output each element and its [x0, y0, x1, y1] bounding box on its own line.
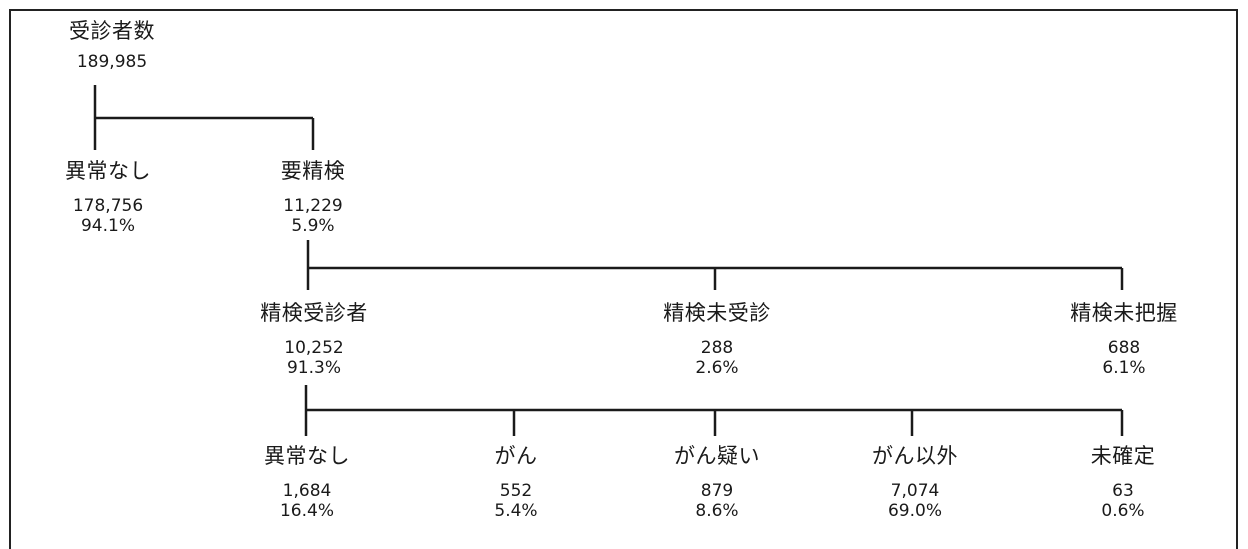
- node-normal: 異常なし 178,756 94.1%: [0, 158, 218, 236]
- node-root-count: 189,985: [76, 52, 148, 72]
- node-needs-followup-pct: 5.9%: [291, 216, 335, 236]
- node-followup-examined-label: 精検受診者: [260, 301, 368, 325]
- diagram-frame: [9, 9, 1238, 549]
- node-result-undetermined-pct: 0.6%: [1101, 501, 1145, 521]
- node-result-cancer: がん 552 5.4%: [406, 443, 626, 521]
- node-followup-unknown-label: 精検未把握: [1070, 301, 1178, 325]
- node-root: 受診者数 189,985: [2, 18, 222, 72]
- node-result-suspected-cancer: がん疑い 879 8.6%: [607, 443, 827, 521]
- node-result-normal: 異常なし 1,684 16.4%: [197, 443, 417, 521]
- node-result-cancer-count: 552: [499, 481, 533, 501]
- node-followup-not-examined: 精検未受診 288 2.6%: [607, 300, 827, 378]
- node-result-undetermined-label: 未確定: [1090, 444, 1156, 468]
- node-normal-label: 異常なし: [65, 159, 151, 183]
- node-needs-followup-label: 要精検: [280, 159, 346, 183]
- node-followup-examined-pct: 91.3%: [286, 358, 341, 378]
- node-followup-not-examined-pct: 2.6%: [695, 358, 739, 378]
- node-result-normal-count: 1,684: [282, 481, 332, 501]
- node-result-normal-pct: 16.4%: [279, 501, 334, 521]
- node-normal-pct: 94.1%: [80, 216, 135, 236]
- node-result-normal-label: 異常なし: [264, 444, 350, 468]
- node-followup-unknown-count: 688: [1107, 338, 1141, 358]
- node-needs-followup: 要精検 11,229 5.9%: [203, 158, 423, 236]
- node-followup-unknown-pct: 6.1%: [1102, 358, 1146, 378]
- node-result-non-cancer-pct: 69.0%: [887, 501, 942, 521]
- node-result-non-cancer-count: 7,074: [890, 481, 940, 501]
- node-result-undetermined-count: 63: [1112, 481, 1134, 501]
- node-result-cancer-label: がん: [494, 444, 538, 468]
- node-result-cancer-pct: 5.4%: [494, 501, 538, 521]
- node-followup-unknown: 精検未把握 688 6.1%: [1014, 300, 1234, 378]
- node-normal-count: 178,756: [72, 196, 144, 216]
- node-followup-examined-count: 10,252: [284, 338, 344, 358]
- node-followup-examined: 精検受診者 10,252 91.3%: [204, 300, 424, 378]
- node-result-undetermined: 未確定 63 0.6%: [1013, 443, 1233, 521]
- node-result-suspected-cancer-label: がん疑い: [674, 444, 760, 468]
- node-followup-not-examined-count: 288: [700, 338, 734, 358]
- node-result-suspected-cancer-count: 879: [700, 481, 734, 501]
- node-root-label: 受診者数: [69, 19, 155, 43]
- node-result-non-cancer-label: がん以外: [872, 444, 958, 468]
- node-result-suspected-cancer-pct: 8.6%: [695, 501, 739, 521]
- node-result-non-cancer: がん以外 7,074 69.0%: [805, 443, 1025, 521]
- node-followup-not-examined-label: 精検未受診: [663, 301, 771, 325]
- node-needs-followup-count: 11,229: [283, 196, 343, 216]
